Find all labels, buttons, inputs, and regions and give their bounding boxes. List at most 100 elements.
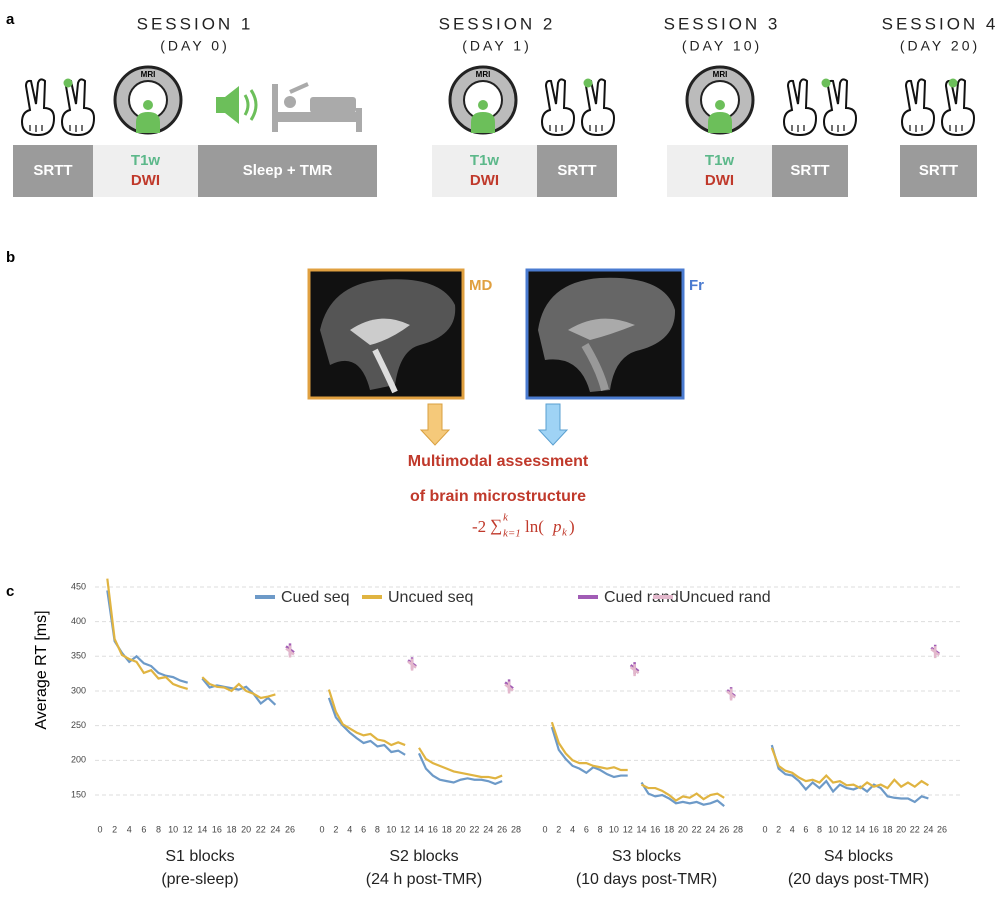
formula-part: -2 <box>472 517 486 536</box>
legend-label: Uncued seq <box>388 589 473 606</box>
y-tick-label: 400 <box>71 616 86 626</box>
x-tick-label: 2 <box>333 824 338 834</box>
x-tick-label: 4 <box>347 824 352 834</box>
dot <box>63 78 73 88</box>
formula-part: k <box>562 527 568 539</box>
series-line <box>327 697 503 786</box>
x-tick-label: 12 <box>842 824 852 834</box>
task-box <box>900 145 977 197</box>
series-line <box>106 578 276 700</box>
person-head <box>478 100 488 110</box>
formula: -2 ∑ k k=1 ln( p k ) <box>472 512 575 540</box>
mri-icon: MRI <box>685 65 755 135</box>
bed-icon <box>272 82 362 132</box>
y-tick-label: 200 <box>71 755 86 765</box>
hand-shape <box>60 78 96 137</box>
series-line <box>106 590 277 706</box>
x-tick-label: 14 <box>414 824 424 834</box>
task-label: T1w <box>131 152 161 169</box>
x-tick-label: 2 <box>112 824 117 834</box>
mri-icon: MRI <box>448 65 518 135</box>
task-box <box>13 145 93 197</box>
x-axis-label: S1 blocks <box>165 848 234 865</box>
hand-line <box>949 125 963 132</box>
x-tick-label: 6 <box>584 824 589 834</box>
x-tick-label: 20 <box>241 824 251 834</box>
x-tick-label: 2 <box>556 824 561 834</box>
dot <box>948 78 958 88</box>
person-head <box>143 100 153 110</box>
session-day: (DAY 20) <box>900 38 980 54</box>
x-tick-label: 0 <box>542 824 547 834</box>
hand-icon <box>822 78 858 137</box>
task-box <box>93 145 198 197</box>
arrow <box>419 403 451 446</box>
x-tick-label: 4 <box>127 824 132 834</box>
x-tick-label: 26 <box>497 824 507 834</box>
rand-marker <box>285 645 295 658</box>
legend-label: Cued rand <box>604 589 679 606</box>
person-body <box>136 112 160 133</box>
task-label: SRTT <box>919 162 958 179</box>
hand-line <box>589 125 603 132</box>
x-tick-label: 10 <box>609 824 619 834</box>
x-tick-label: 18 <box>442 824 452 834</box>
task-label: Sleep + TMR <box>243 162 333 179</box>
hand-line <box>69 125 83 132</box>
task-label: DWI <box>470 172 499 189</box>
hand-icon <box>60 78 96 137</box>
x-axis-label: S4 blocks <box>824 848 893 865</box>
formula-part: ) <box>569 517 575 536</box>
x-tick-label: 24 <box>705 824 715 834</box>
x-tick-label: 12 <box>400 824 410 834</box>
caption: of brain microstructure <box>410 488 586 505</box>
person-body <box>708 112 732 133</box>
task-label: T1w <box>705 152 735 169</box>
hand-icon <box>540 78 576 137</box>
session-day: (DAY 10) <box>682 38 762 54</box>
hand-icon <box>20 78 56 137</box>
hand-shape <box>540 78 576 137</box>
x-tick-label: 14 <box>855 824 865 834</box>
x-tick-label: 22 <box>692 824 702 834</box>
x-tick-label: 20 <box>896 824 906 834</box>
image-label: MD <box>469 277 492 294</box>
panel-label: a <box>6 11 15 28</box>
person-head <box>715 100 725 110</box>
hand-line <box>791 125 805 132</box>
x-tick-label: 6 <box>361 824 366 834</box>
x-tick-label: 22 <box>256 824 266 834</box>
x-axis-label: S3 blocks <box>612 848 681 865</box>
hand-shape <box>782 78 818 137</box>
task-box <box>537 145 617 197</box>
mri-label: MRI <box>476 70 491 79</box>
task-label: SRTT <box>790 162 829 179</box>
series-line <box>550 726 725 807</box>
x-tick-label: 16 <box>428 824 438 834</box>
x-axis-label: (24 h post-TMR) <box>366 871 482 888</box>
task-label: SRTT <box>557 162 596 179</box>
y-tick-label: 150 <box>71 789 86 799</box>
rand-marker <box>726 688 736 701</box>
hand-icon <box>580 78 616 137</box>
x-tick-label: 0 <box>319 824 324 834</box>
x-tick-label: 28 <box>511 824 521 834</box>
hand-line <box>909 125 923 132</box>
rand-marker <box>407 658 417 671</box>
formula-part: k=1 <box>503 528 521 540</box>
formula-part: p <box>552 517 562 536</box>
x-tick-label: 4 <box>790 824 795 834</box>
y-tick-label: 350 <box>71 651 86 661</box>
rand-marker <box>930 646 940 659</box>
hand-shape <box>580 78 616 137</box>
arrow <box>537 403 569 446</box>
series-line <box>327 689 503 780</box>
legend-label: Cued seq <box>281 589 350 606</box>
rand-marker <box>629 664 640 677</box>
hand-icon <box>940 78 976 137</box>
y-tick-label: 300 <box>71 685 86 695</box>
x-tick-label: 12 <box>623 824 633 834</box>
x-tick-label: 20 <box>456 824 466 834</box>
x-tick-label: 22 <box>469 824 479 834</box>
